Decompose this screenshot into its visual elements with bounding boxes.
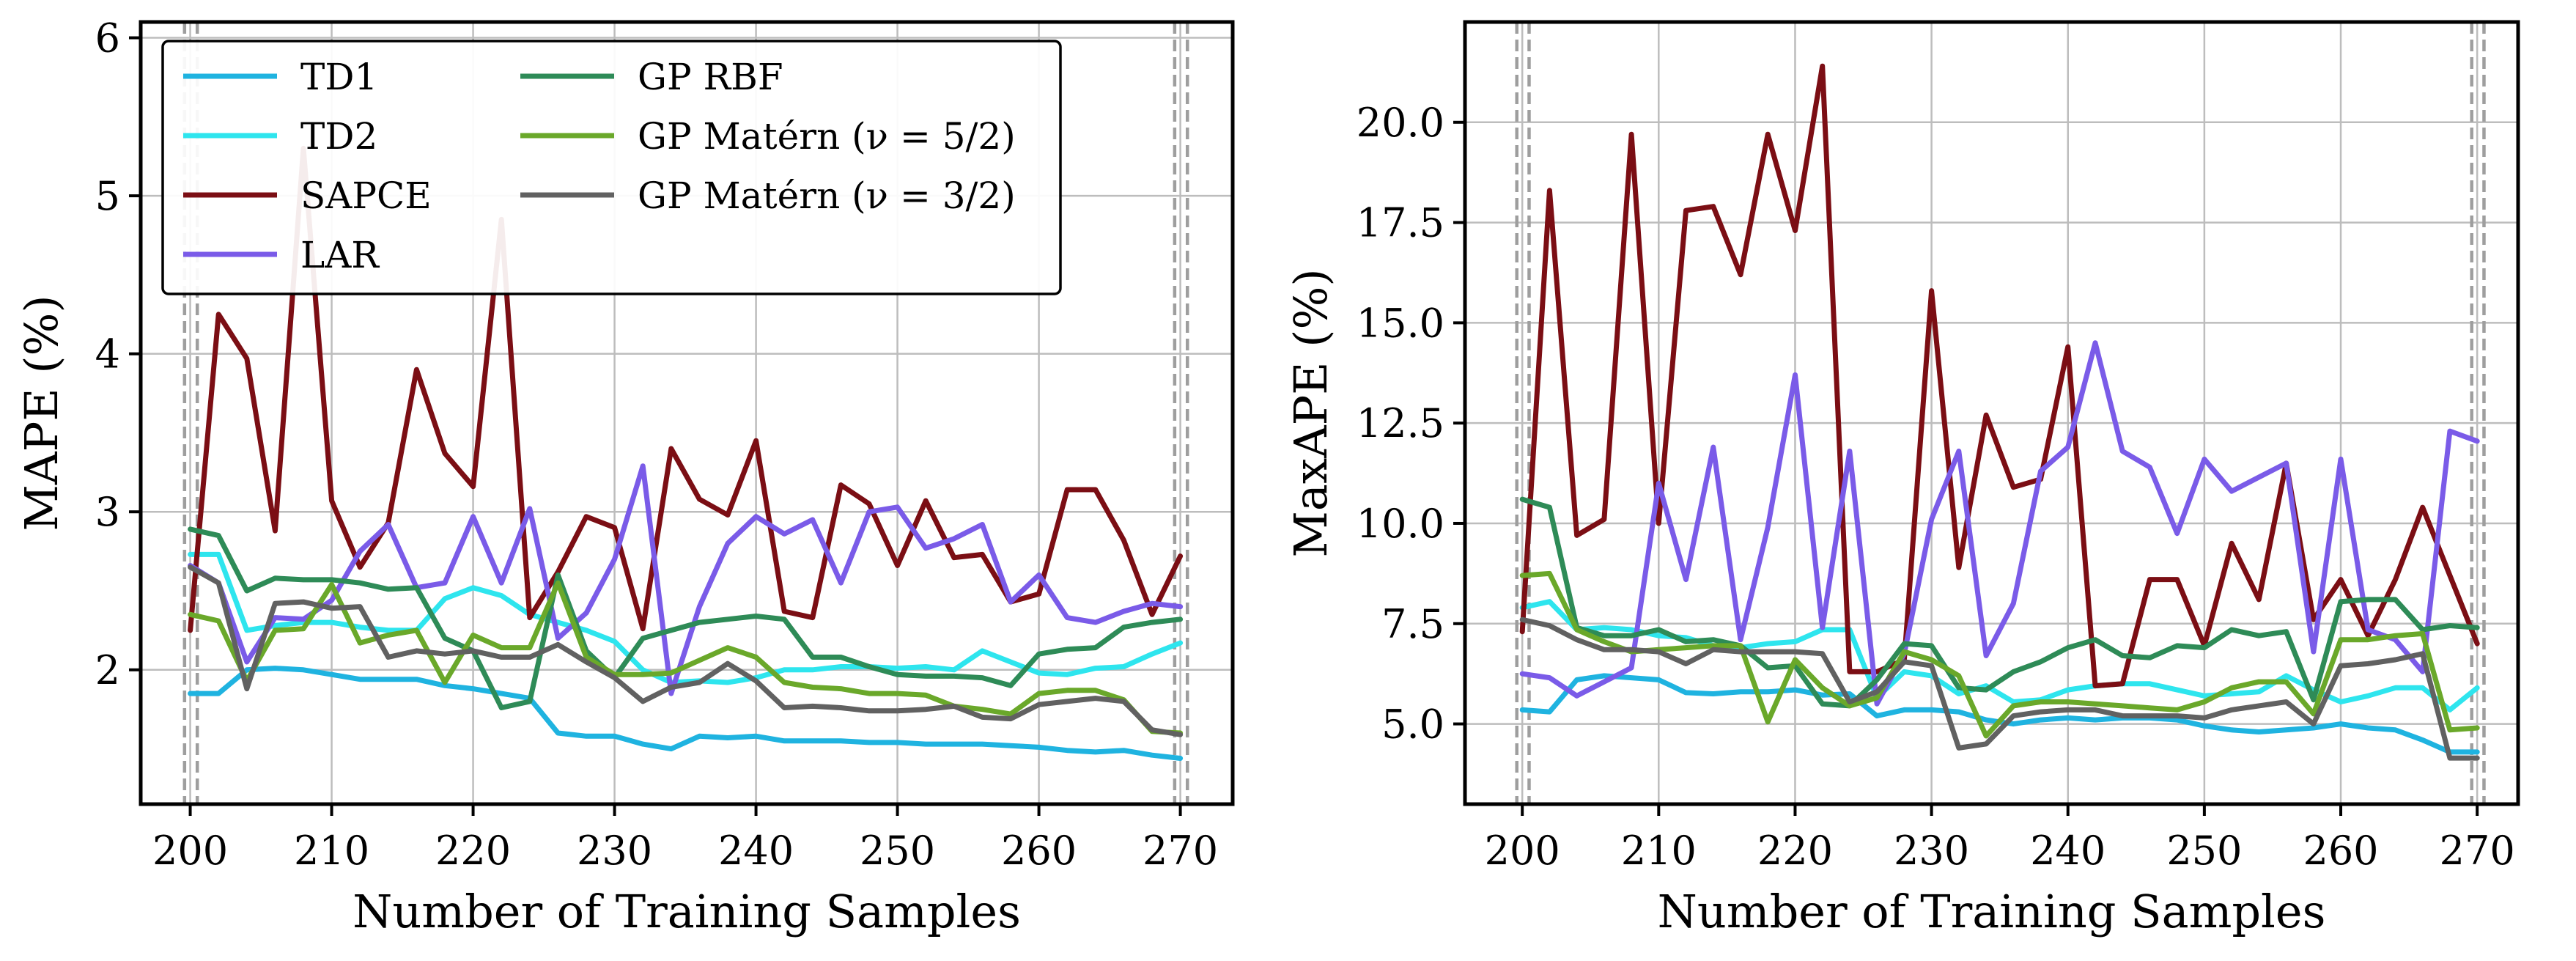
legend-entry-lar: LAR [183, 234, 380, 276]
maxape-series-gp-mat-rn-5-2 [1519, 570, 2480, 739]
maxape-series-td1 [1519, 673, 2480, 755]
maxape-reference-lines [1515, 22, 2486, 804]
mape-x-tick-label: 200 [152, 828, 228, 874]
legend-label: GP Matérn (ν = 3/2) [638, 174, 1016, 217]
maxape-x-tick-label: 200 [1485, 828, 1560, 874]
maxape-y-tick-label: 20.0 [1357, 100, 1444, 146]
legend-entry-td2: TD2 [183, 115, 377, 158]
legend-entry-gp-mat-rn-5-2: GP Matérn (ν = 5/2) [520, 115, 1016, 158]
legend-entry-gp-rbf: GP RBF [520, 56, 783, 98]
maxape-x-tick-label: 240 [2030, 828, 2106, 874]
maxape-ticks: 200 210 220 230 240 250 260 270 5.0 7.5 10.0 12.5 15… [1357, 100, 2515, 874]
mape-x-tick-label: 210 [294, 828, 369, 874]
maxape-x-axis-label: Number of Training Samples [1658, 885, 2326, 938]
maxape-chart: 200 210 220 230 240 250 260 270 5.0 7.5 10.0 12.5 15… [1284, 20, 2520, 938]
mape-y-tick-label: 3 [95, 489, 120, 535]
mape-y-tick-label: 4 [95, 331, 120, 378]
mape-x-tick-label: 240 [718, 828, 794, 874]
maxape-y-tick-label: 15.0 [1357, 300, 1444, 346]
mape-series-gp-mat-rn-3-2 [188, 564, 1184, 737]
legend-label: TD1 [300, 56, 377, 98]
mape-legend: TD1 TD2 SAPCE LAR GP RBF GP Matérn (ν = 5/2) G… [161, 40, 1062, 295]
maxape-y-tick-label: 17.5 [1357, 200, 1444, 246]
legend-label: GP RBF [638, 56, 783, 98]
mape-x-tick-label: 220 [435, 828, 511, 874]
maxape-series-gp-rbf [1519, 496, 2480, 709]
mape-chart: 200 210 220 230 240 250 260 270 2 3 4 5 6 Number of … [15, 15, 1235, 938]
mape-x-tick-label: 230 [577, 828, 652, 874]
mape-ticks: 200 210 220 230 240 250 260 270 2 3 4 5 6 [95, 15, 1218, 874]
mape-series-td2 [188, 551, 1184, 685]
legend-label: TD2 [300, 115, 377, 158]
maxape-y-tick-label: 5.0 [1381, 702, 1444, 748]
maxape-x-tick-label: 220 [1757, 828, 1833, 874]
maxape-grid [1465, 22, 2518, 804]
mape-x-tick-label: 260 [1001, 828, 1077, 874]
maxape-series-lar [1519, 340, 2480, 707]
mape-y-tick-label: 5 [95, 173, 120, 219]
maxape-y-tick-label: 7.5 [1381, 601, 1444, 647]
mape-x-axis-label: Number of Training Samples [353, 885, 1021, 938]
legend-entry-gp-mat-rn-3-2: GP Matérn (ν = 3/2) [520, 174, 1016, 217]
mape-y-tick-label: 6 [95, 15, 120, 62]
legend-box [161, 40, 1062, 295]
maxape-plot-frame [1463, 20, 2520, 806]
legend-label: GP Matérn (ν = 5/2) [638, 115, 1016, 158]
maxape-series [1519, 63, 2480, 761]
mape-series-gp-rbf [188, 526, 1184, 710]
legend-entry-sapce: SAPCE [183, 174, 432, 217]
maxape-series-gp-mat-rn-3-2 [1519, 616, 2480, 761]
maxape-y-tick-label: 12.5 [1357, 400, 1444, 446]
mape-y-tick-label: 2 [95, 647, 120, 693]
mape-plot-frame [139, 20, 1235, 806]
mape-y-axis-label: MAPE (%) [15, 295, 68, 531]
maxape-x-tick-label: 230 [1894, 828, 1969, 874]
mape-series-lar [188, 463, 1184, 696]
legend-entry-td1: TD1 [183, 56, 377, 98]
maxape-y-tick-label: 10.0 [1357, 501, 1444, 547]
mape-series-gp-mat-rn-5-2 [188, 580, 1184, 736]
mape-x-tick-label: 270 [1143, 828, 1218, 874]
maxape-x-tick-label: 270 [2440, 828, 2515, 874]
mape-series-td1 [188, 666, 1184, 761]
mape-series [188, 145, 1184, 761]
mape-x-tick-label: 250 [860, 828, 935, 874]
maxape-series-sapce [1519, 63, 2480, 689]
maxape-x-tick-label: 250 [2166, 828, 2242, 874]
maxape-x-tick-label: 210 [1621, 828, 1697, 874]
legend-label: SAPCE [300, 174, 432, 217]
legend-label: LAR [300, 234, 380, 276]
maxape-y-axis-label: MaxAPE (%) [1284, 268, 1337, 557]
maxape-x-tick-label: 260 [2303, 828, 2378, 874]
